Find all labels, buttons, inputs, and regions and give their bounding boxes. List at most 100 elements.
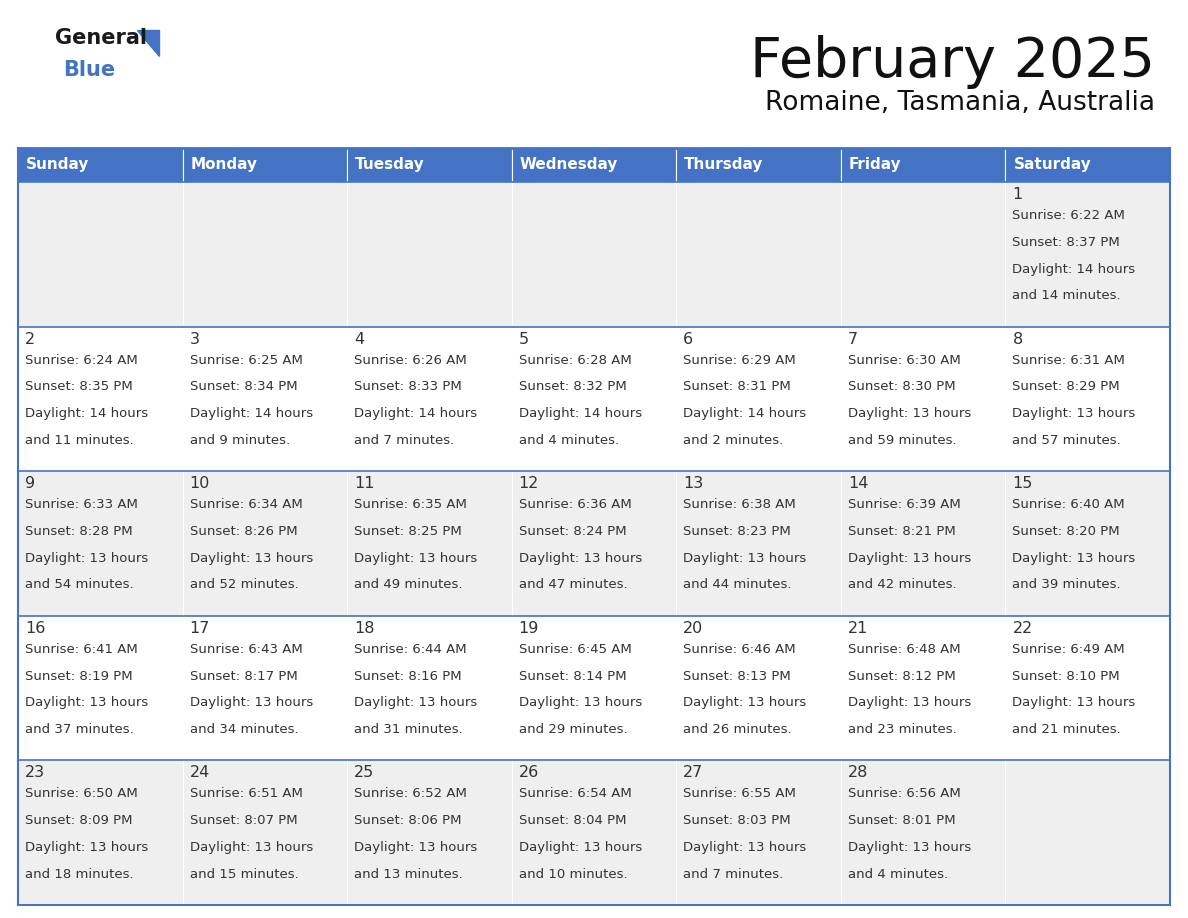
Text: and 26 minutes.: and 26 minutes. bbox=[683, 723, 792, 736]
Text: 28: 28 bbox=[848, 766, 868, 780]
Text: Sunday: Sunday bbox=[26, 158, 89, 173]
Text: Daylight: 13 hours: Daylight: 13 hours bbox=[1012, 407, 1136, 420]
Bar bbox=[1005, 616, 1170, 760]
Text: and 31 minutes.: and 31 minutes. bbox=[354, 723, 463, 736]
Text: and 23 minutes.: and 23 minutes. bbox=[848, 723, 956, 736]
Text: Sunset: 8:34 PM: Sunset: 8:34 PM bbox=[190, 380, 297, 393]
Text: 26: 26 bbox=[519, 766, 539, 780]
Bar bbox=[347, 760, 512, 905]
Text: and 11 minutes.: and 11 minutes. bbox=[25, 434, 134, 447]
Text: 25: 25 bbox=[354, 766, 374, 780]
Text: Sunrise: 6:49 AM: Sunrise: 6:49 AM bbox=[1012, 643, 1125, 655]
Text: Daylight: 14 hours: Daylight: 14 hours bbox=[519, 407, 642, 420]
Text: Sunrise: 6:29 AM: Sunrise: 6:29 AM bbox=[683, 353, 796, 366]
Text: Sunset: 8:14 PM: Sunset: 8:14 PM bbox=[519, 669, 626, 683]
Bar bbox=[183, 616, 347, 760]
Text: Blue: Blue bbox=[63, 60, 115, 80]
Text: Sunrise: 6:40 AM: Sunrise: 6:40 AM bbox=[1012, 498, 1125, 511]
Text: Sunrise: 6:46 AM: Sunrise: 6:46 AM bbox=[683, 643, 796, 655]
Text: Daylight: 13 hours: Daylight: 13 hours bbox=[354, 552, 478, 565]
Text: Sunrise: 6:35 AM: Sunrise: 6:35 AM bbox=[354, 498, 467, 511]
Bar bbox=[18, 148, 183, 182]
Text: and 18 minutes.: and 18 minutes. bbox=[25, 868, 133, 880]
Text: 5: 5 bbox=[519, 331, 529, 347]
Bar bbox=[1005, 182, 1170, 327]
Text: Sunrise: 6:54 AM: Sunrise: 6:54 AM bbox=[519, 788, 632, 800]
Text: Sunset: 8:01 PM: Sunset: 8:01 PM bbox=[848, 814, 955, 827]
Text: and 59 minutes.: and 59 minutes. bbox=[848, 434, 956, 447]
Bar bbox=[347, 471, 512, 616]
Text: Daylight: 13 hours: Daylight: 13 hours bbox=[848, 407, 971, 420]
Text: Daylight: 14 hours: Daylight: 14 hours bbox=[190, 407, 312, 420]
Text: and 29 minutes.: and 29 minutes. bbox=[519, 723, 627, 736]
Text: and 7 minutes.: and 7 minutes. bbox=[683, 868, 784, 880]
Text: 27: 27 bbox=[683, 766, 703, 780]
Text: Wednesday: Wednesday bbox=[519, 158, 618, 173]
Text: and 34 minutes.: and 34 minutes. bbox=[190, 723, 298, 736]
Text: Daylight: 13 hours: Daylight: 13 hours bbox=[1012, 696, 1136, 710]
Text: 21: 21 bbox=[848, 621, 868, 636]
Bar bbox=[18, 471, 183, 616]
Text: Sunrise: 6:45 AM: Sunrise: 6:45 AM bbox=[519, 643, 632, 655]
Text: 7: 7 bbox=[848, 331, 858, 347]
Text: Sunset: 8:24 PM: Sunset: 8:24 PM bbox=[519, 525, 626, 538]
Text: and 13 minutes.: and 13 minutes. bbox=[354, 868, 463, 880]
Text: Daylight: 13 hours: Daylight: 13 hours bbox=[25, 696, 148, 710]
Text: Sunrise: 6:31 AM: Sunrise: 6:31 AM bbox=[1012, 353, 1125, 366]
Text: 2: 2 bbox=[25, 331, 36, 347]
Text: Sunrise: 6:41 AM: Sunrise: 6:41 AM bbox=[25, 643, 138, 655]
Text: and 47 minutes.: and 47 minutes. bbox=[519, 578, 627, 591]
Text: and 14 minutes.: and 14 minutes. bbox=[1012, 289, 1121, 302]
Text: and 7 minutes.: and 7 minutes. bbox=[354, 434, 454, 447]
Text: Sunset: 8:33 PM: Sunset: 8:33 PM bbox=[354, 380, 462, 393]
Polygon shape bbox=[137, 30, 159, 56]
Text: Sunrise: 6:50 AM: Sunrise: 6:50 AM bbox=[25, 788, 138, 800]
Text: 10: 10 bbox=[190, 476, 210, 491]
Text: 13: 13 bbox=[683, 476, 703, 491]
Text: Daylight: 13 hours: Daylight: 13 hours bbox=[190, 696, 312, 710]
Text: 16: 16 bbox=[25, 621, 45, 636]
Text: and 57 minutes.: and 57 minutes. bbox=[1012, 434, 1121, 447]
Text: Sunrise: 6:36 AM: Sunrise: 6:36 AM bbox=[519, 498, 632, 511]
Text: Sunset: 8:19 PM: Sunset: 8:19 PM bbox=[25, 669, 133, 683]
Text: Daylight: 13 hours: Daylight: 13 hours bbox=[683, 841, 807, 854]
Text: Daylight: 13 hours: Daylight: 13 hours bbox=[848, 696, 971, 710]
Text: Saturday: Saturday bbox=[1013, 158, 1092, 173]
Text: 11: 11 bbox=[354, 476, 374, 491]
Bar bbox=[512, 760, 676, 905]
Bar bbox=[1005, 471, 1170, 616]
Bar bbox=[183, 182, 347, 327]
Text: Sunrise: 6:22 AM: Sunrise: 6:22 AM bbox=[1012, 209, 1125, 222]
Bar bbox=[1005, 327, 1170, 471]
Bar bbox=[676, 760, 841, 905]
Text: Sunset: 8:16 PM: Sunset: 8:16 PM bbox=[354, 669, 462, 683]
Text: Sunrise: 6:52 AM: Sunrise: 6:52 AM bbox=[354, 788, 467, 800]
Bar bbox=[347, 327, 512, 471]
Text: Sunrise: 6:39 AM: Sunrise: 6:39 AM bbox=[848, 498, 961, 511]
Bar bbox=[841, 327, 1005, 471]
Text: and 42 minutes.: and 42 minutes. bbox=[848, 578, 956, 591]
Text: Romaine, Tasmania, Australia: Romaine, Tasmania, Australia bbox=[765, 90, 1155, 116]
Text: Daylight: 13 hours: Daylight: 13 hours bbox=[25, 841, 148, 854]
Text: Daylight: 14 hours: Daylight: 14 hours bbox=[25, 407, 148, 420]
Text: Sunrise: 6:51 AM: Sunrise: 6:51 AM bbox=[190, 788, 303, 800]
Bar bbox=[512, 182, 676, 327]
Text: Daylight: 13 hours: Daylight: 13 hours bbox=[683, 696, 807, 710]
Text: 6: 6 bbox=[683, 331, 694, 347]
Text: and 49 minutes.: and 49 minutes. bbox=[354, 578, 462, 591]
Text: Sunrise: 6:26 AM: Sunrise: 6:26 AM bbox=[354, 353, 467, 366]
Text: Daylight: 13 hours: Daylight: 13 hours bbox=[519, 696, 642, 710]
Bar bbox=[347, 182, 512, 327]
Text: Sunrise: 6:38 AM: Sunrise: 6:38 AM bbox=[683, 498, 796, 511]
Text: Daylight: 13 hours: Daylight: 13 hours bbox=[848, 552, 971, 565]
Bar bbox=[512, 327, 676, 471]
Bar bbox=[676, 182, 841, 327]
Text: Sunrise: 6:56 AM: Sunrise: 6:56 AM bbox=[848, 788, 961, 800]
Bar bbox=[676, 616, 841, 760]
Bar bbox=[183, 327, 347, 471]
Text: Sunset: 8:35 PM: Sunset: 8:35 PM bbox=[25, 380, 133, 393]
Text: and 15 minutes.: and 15 minutes. bbox=[190, 868, 298, 880]
Bar bbox=[512, 148, 676, 182]
Text: 18: 18 bbox=[354, 621, 374, 636]
Bar bbox=[512, 471, 676, 616]
